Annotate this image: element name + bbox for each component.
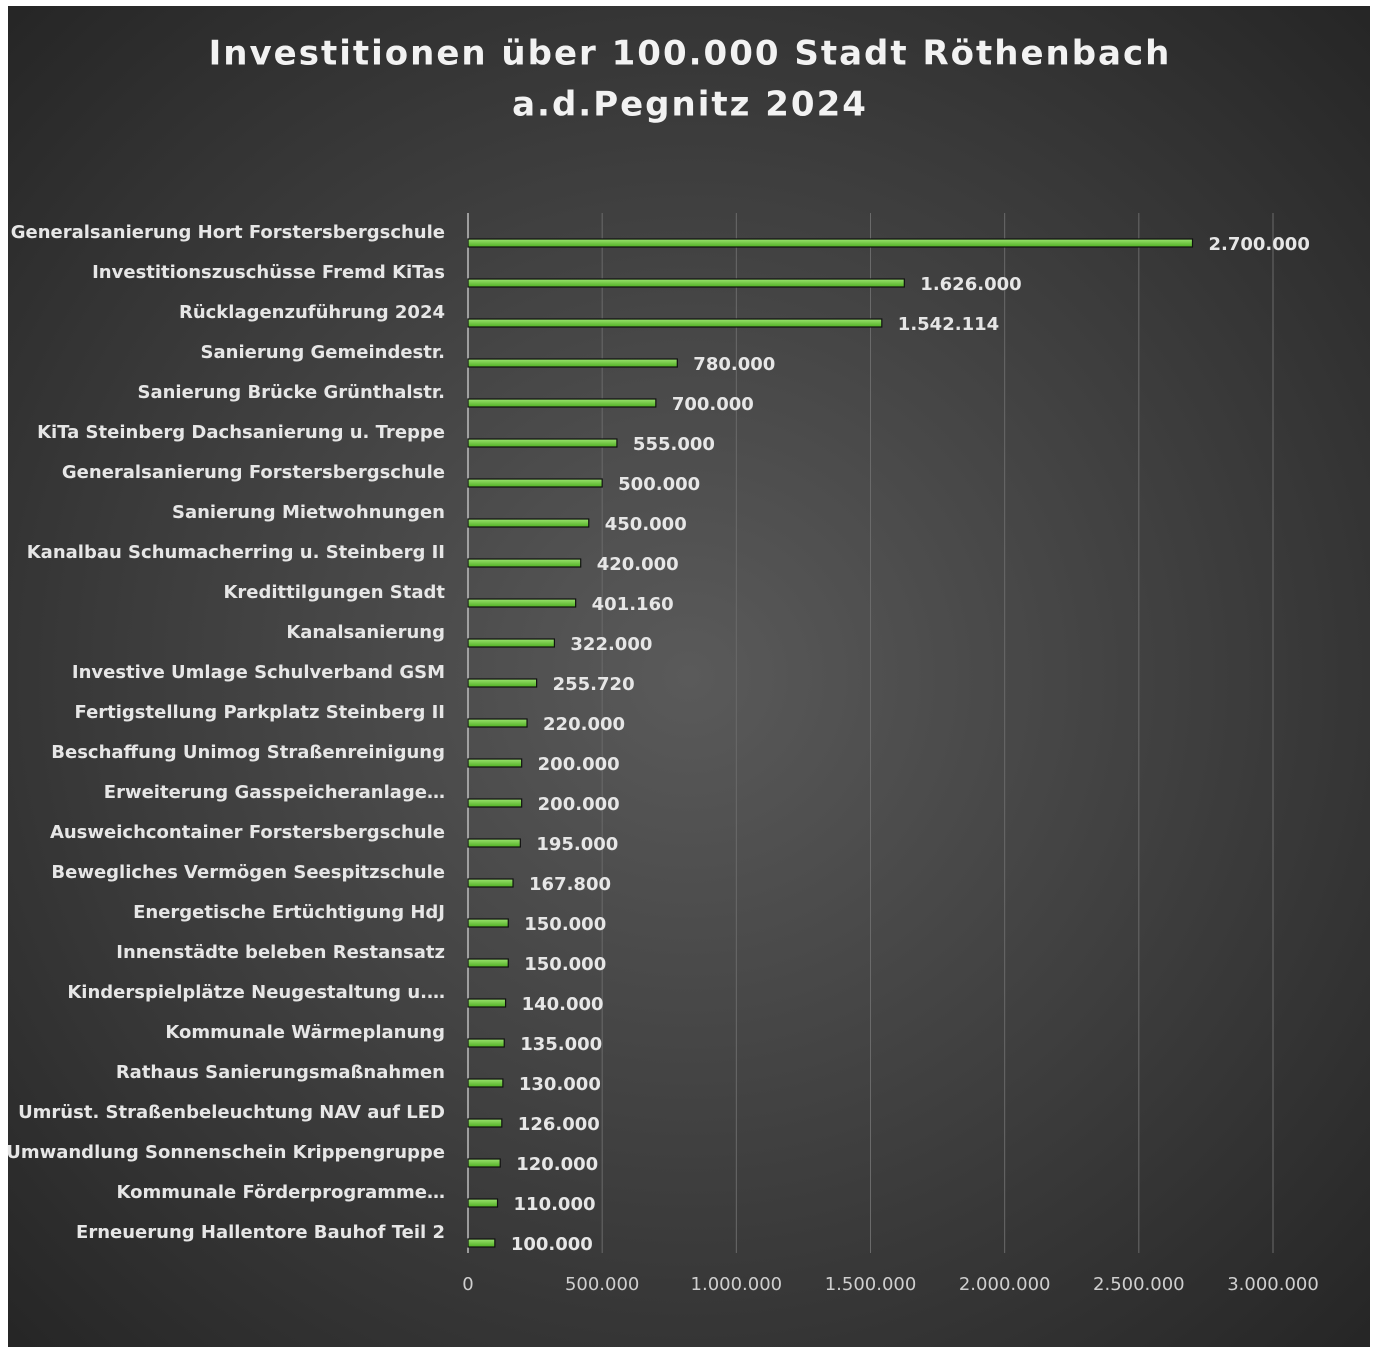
y-tick-label: Sanierung Mietwohnungen bbox=[172, 502, 445, 523]
y-tick-label: Erweiterung Gasspeicheranlage… bbox=[104, 782, 445, 803]
y-tick-label: Ausweichcontainer Forstersbergschule bbox=[50, 822, 445, 843]
y-tick-label: Fertigstellung Parkplatz Steinberg II bbox=[75, 702, 446, 723]
y-tick-label: Investive Umlage Schulverband GSM bbox=[72, 662, 445, 683]
y-tick-label: Rücklagenzuführung 2024 bbox=[179, 302, 445, 323]
bar bbox=[467, 638, 556, 648]
bar bbox=[467, 1038, 505, 1048]
data-label: 126.000 bbox=[518, 1114, 600, 1135]
data-label: 167.800 bbox=[529, 874, 611, 895]
bar bbox=[467, 918, 509, 928]
bar bbox=[467, 238, 1194, 248]
data-label: 322.000 bbox=[570, 634, 652, 655]
y-tick-label: Generalsanierung Forstersbergschule bbox=[62, 462, 445, 483]
data-label: 420.000 bbox=[597, 554, 679, 575]
bar bbox=[467, 518, 590, 528]
y-tick-label: Investitionszuschüsse Fremd KiTas bbox=[92, 262, 445, 283]
data-label: 110.000 bbox=[514, 1194, 596, 1215]
y-tick-label: Kommunale Wärmeplanung bbox=[165, 1022, 445, 1043]
bar bbox=[467, 998, 507, 1008]
bar bbox=[467, 1198, 499, 1208]
data-label: 401.160 bbox=[592, 594, 674, 615]
data-label: 100.000 bbox=[511, 1234, 593, 1255]
data-label: 150.000 bbox=[524, 914, 606, 935]
y-tick-label: Sanierung Brücke Grünthalstr. bbox=[138, 382, 446, 403]
y-tick-label: Generalsanierung Hort Forstersbergschule bbox=[11, 222, 445, 243]
y-tick-label: Erneuerung Hallentore Bauhof Teil 2 bbox=[76, 1222, 445, 1243]
bar bbox=[467, 1118, 503, 1128]
y-tick-label: Kredittilgungen Stadt bbox=[223, 582, 445, 603]
data-label: 2.700.000 bbox=[1209, 234, 1310, 255]
chart-background bbox=[8, 6, 1370, 1347]
x-tick-label: 2.000.000 bbox=[959, 1274, 1051, 1295]
y-tick-label: KiTa Steinberg Dachsanierung u. Treppe bbox=[37, 422, 445, 443]
data-label: 120.000 bbox=[516, 1154, 598, 1175]
bar bbox=[467, 598, 577, 608]
x-tick-label: 0 bbox=[462, 1274, 473, 1295]
data-label: 450.000 bbox=[605, 514, 687, 535]
bar bbox=[467, 678, 538, 688]
y-tick-label: Energetische Ertüchtigung HdJ bbox=[133, 902, 445, 923]
bar bbox=[467, 558, 582, 568]
y-tick-label: Rathaus Sanierungsmaßnahmen bbox=[116, 1062, 445, 1083]
bar bbox=[467, 958, 509, 968]
x-tick-label: 2.500.000 bbox=[1093, 1274, 1185, 1295]
bar bbox=[467, 1158, 501, 1168]
bar bbox=[467, 878, 514, 888]
data-label: 255.720 bbox=[553, 674, 635, 695]
data-label: 200.000 bbox=[538, 754, 620, 775]
y-tick-label: Bewegliches Vermögen Seespitzschule bbox=[51, 862, 445, 883]
x-tick-label: 3.000.000 bbox=[1227, 1274, 1319, 1295]
y-tick-label: Innenstädte beleben Restansatz bbox=[116, 942, 445, 963]
data-label: 135.000 bbox=[520, 1034, 602, 1055]
bar bbox=[467, 278, 905, 288]
x-tick-label: 500.000 bbox=[565, 1274, 639, 1295]
bar bbox=[467, 1238, 496, 1248]
bar bbox=[467, 358, 678, 368]
data-label: 130.000 bbox=[519, 1074, 601, 1095]
data-label: 780.000 bbox=[693, 354, 775, 375]
chart-title: a.d.Pegnitz 2024 bbox=[512, 85, 868, 125]
y-tick-label: Kinderspielplätze Neugestaltung u.… bbox=[67, 982, 445, 1003]
bar bbox=[467, 1078, 504, 1088]
bar bbox=[467, 398, 657, 408]
bar bbox=[467, 758, 523, 768]
bar bbox=[467, 438, 618, 448]
bar bbox=[467, 718, 528, 728]
chart-title: Investitionen über 100.000 Stadt Röthenb… bbox=[209, 34, 1172, 74]
bar bbox=[467, 318, 883, 328]
data-label: 1.626.000 bbox=[920, 274, 1021, 295]
data-label: 1.542.114 bbox=[898, 314, 999, 335]
x-tick-label: 1.500.000 bbox=[825, 1274, 917, 1295]
y-tick-label: Sanierung Gemeindestr. bbox=[201, 342, 445, 363]
y-tick-label: Umwandlung Sonnenschein Krippengruppe bbox=[6, 1142, 445, 1163]
y-tick-label: Kanalsanierung bbox=[286, 622, 445, 643]
bar bbox=[467, 838, 521, 848]
y-tick-label: Beschaffung Unimog Straßenreinigung bbox=[51, 742, 445, 763]
y-tick-label: Umrüst. Straßenbeleuchtung NAV auf LED bbox=[18, 1102, 445, 1123]
data-label: 140.000 bbox=[522, 994, 604, 1015]
data-label: 200.000 bbox=[538, 794, 620, 815]
data-label: 555.000 bbox=[633, 434, 715, 455]
y-tick-label: Kommunale Förderprogramme… bbox=[117, 1182, 445, 1203]
data-label: 150.000 bbox=[524, 954, 606, 975]
bar bbox=[467, 478, 603, 488]
data-label: 700.000 bbox=[672, 394, 754, 415]
x-tick-label: 1.000.000 bbox=[691, 1274, 783, 1295]
data-label: 500.000 bbox=[618, 474, 700, 495]
data-label: 220.000 bbox=[543, 714, 625, 735]
bar bbox=[467, 798, 523, 808]
y-tick-label: Kanalbau Schumacherring u. Steinberg II bbox=[27, 542, 445, 563]
data-label: 195.000 bbox=[536, 834, 618, 855]
